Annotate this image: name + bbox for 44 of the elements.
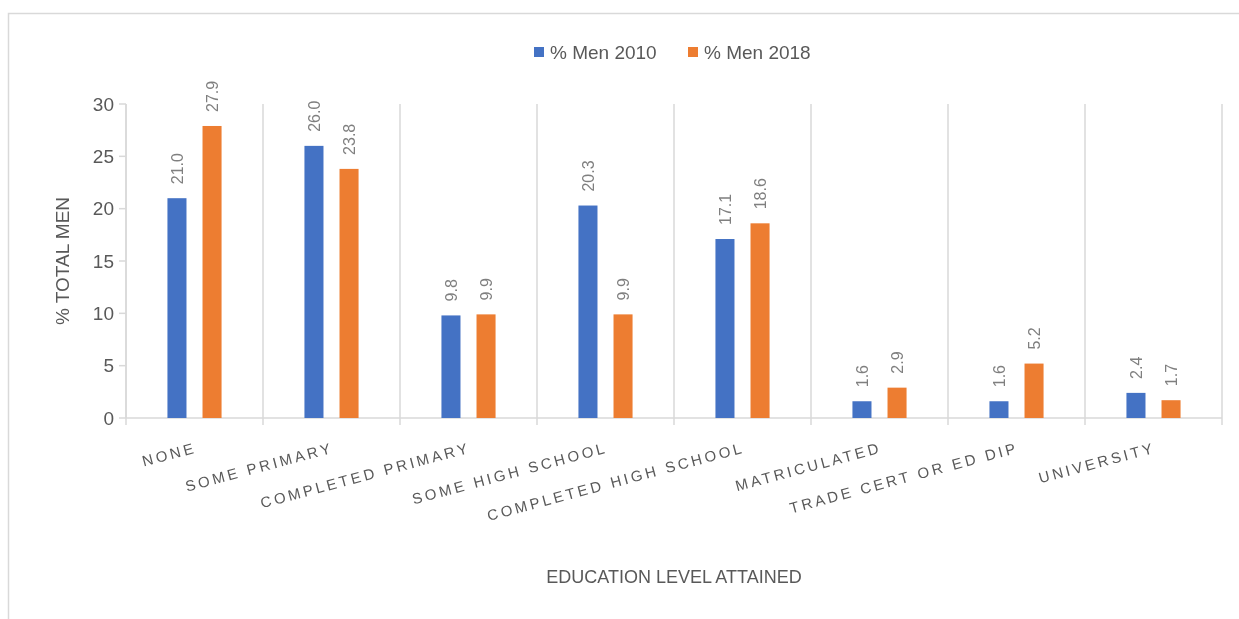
bar xyxy=(852,401,872,418)
y-tick-label: 15 xyxy=(92,250,114,272)
bar xyxy=(989,401,1009,418)
data-label: 17.1 xyxy=(716,193,734,226)
data-label: 27.9 xyxy=(203,80,221,112)
bar xyxy=(202,125,222,418)
bar xyxy=(578,205,598,418)
data-label: 20.3 xyxy=(579,160,597,192)
data-label: 1.7 xyxy=(1162,363,1180,387)
bar xyxy=(476,314,496,418)
bar xyxy=(167,198,187,418)
y-tick-label: 0 xyxy=(103,407,114,429)
data-label: 9.9 xyxy=(477,278,495,301)
y-tick-label: 10 xyxy=(92,302,114,324)
data-label: 2.4 xyxy=(1127,356,1145,379)
data-label: 21.0 xyxy=(168,152,186,185)
data-label: 23.8 xyxy=(340,123,358,155)
legend-label: % Men 2018 xyxy=(704,41,811,63)
data-label: 5.2 xyxy=(1025,327,1043,350)
y-tick-label: 25 xyxy=(92,145,114,167)
legend-label: % Men 2010 xyxy=(550,41,657,63)
y-tick-label: 20 xyxy=(92,198,114,220)
bar xyxy=(1024,363,1044,418)
bar xyxy=(750,223,770,418)
data-label: 18.6 xyxy=(751,178,769,210)
data-label: 9.8 xyxy=(442,279,460,302)
data-label: 26.0 xyxy=(305,100,323,132)
bar xyxy=(304,145,324,418)
x-tick-label: NONE xyxy=(140,438,199,470)
data-label: 2.9 xyxy=(888,351,906,374)
bar xyxy=(715,239,735,418)
bar xyxy=(441,315,461,418)
data-label: 1.6 xyxy=(853,364,871,388)
bar xyxy=(1161,400,1181,418)
bar xyxy=(1126,392,1146,418)
data-label: 1.6 xyxy=(990,364,1008,388)
data-label: 9.9 xyxy=(614,278,632,301)
y-axis-title: % TOTAL MEN xyxy=(51,196,73,326)
bar xyxy=(339,168,359,418)
y-tick-label: 30 xyxy=(92,93,114,115)
y-tick-label: 5 xyxy=(103,355,114,377)
bar xyxy=(887,387,907,418)
bar xyxy=(613,314,633,418)
x-axis-title: EDUCATION LEVEL ATTAINED xyxy=(546,567,802,587)
